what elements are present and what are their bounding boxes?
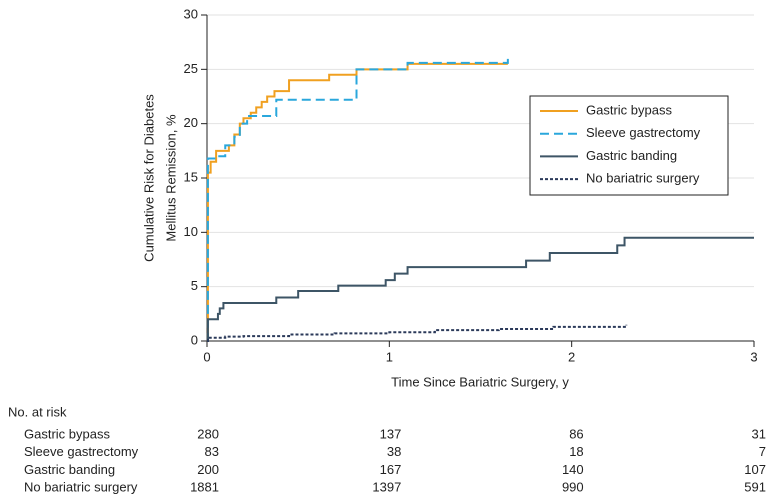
x-tick-label: 0 (203, 349, 210, 364)
risk-count: 140 (562, 462, 584, 477)
step-line (206, 55, 509, 342)
risk-count: 591 (744, 480, 766, 495)
risk-table-title: No. at risk (8, 404, 67, 419)
legend-label: Sleeve gastrectomy (586, 125, 701, 140)
risk-count: 7 (759, 444, 766, 459)
x-axis-label: Time Since Bariatric Surgery, y (391, 374, 569, 389)
risk-count: 83 (205, 444, 219, 459)
risk-row-label: Sleeve gastrectomy (24, 444, 139, 459)
y-tick-label: 30 (184, 6, 198, 21)
y-axis-label: Mellitus Remission, % (163, 114, 178, 242)
risk-count: 86 (569, 426, 583, 441)
risk-count: 280 (197, 426, 219, 441)
y-axis-label: Cumulative Risk for Diabetes (141, 94, 156, 262)
risk-count: 1397 (372, 480, 401, 495)
x-tick-label: 2 (568, 349, 575, 364)
x-tick-label: 3 (750, 349, 757, 364)
risk-count: 990 (562, 480, 584, 495)
y-tick-label: 0 (191, 332, 198, 347)
y-tick-label: 5 (191, 278, 198, 293)
step-line (206, 62, 508, 342)
legend-label: No bariatric surgery (586, 171, 700, 186)
y-tick-label: 20 (184, 115, 198, 130)
risk-row-label: Gastric bypass (24, 426, 110, 441)
risk-count: 137 (380, 426, 402, 441)
risk-count: 31 (752, 426, 766, 441)
y-tick-label: 15 (184, 169, 198, 184)
y-tick-label: 25 (184, 61, 198, 76)
legend-label: Gastric bypass (586, 102, 672, 117)
x-tick-label: 1 (386, 349, 393, 364)
risk-count: 167 (380, 462, 402, 477)
risk-count: 1881 (190, 480, 219, 495)
risk-count: 18 (569, 444, 583, 459)
risk-row-label: No bariatric surgery (24, 480, 138, 495)
risk-count: 107 (744, 462, 766, 477)
risk-count: 200 (197, 462, 219, 477)
y-tick-label: 10 (184, 224, 198, 239)
legend-label: Gastric banding (586, 148, 677, 163)
step-line (206, 236, 754, 342)
risk-row-label: Gastric banding (24, 462, 115, 477)
risk-count: 38 (387, 444, 401, 459)
step-line (206, 324, 628, 342)
